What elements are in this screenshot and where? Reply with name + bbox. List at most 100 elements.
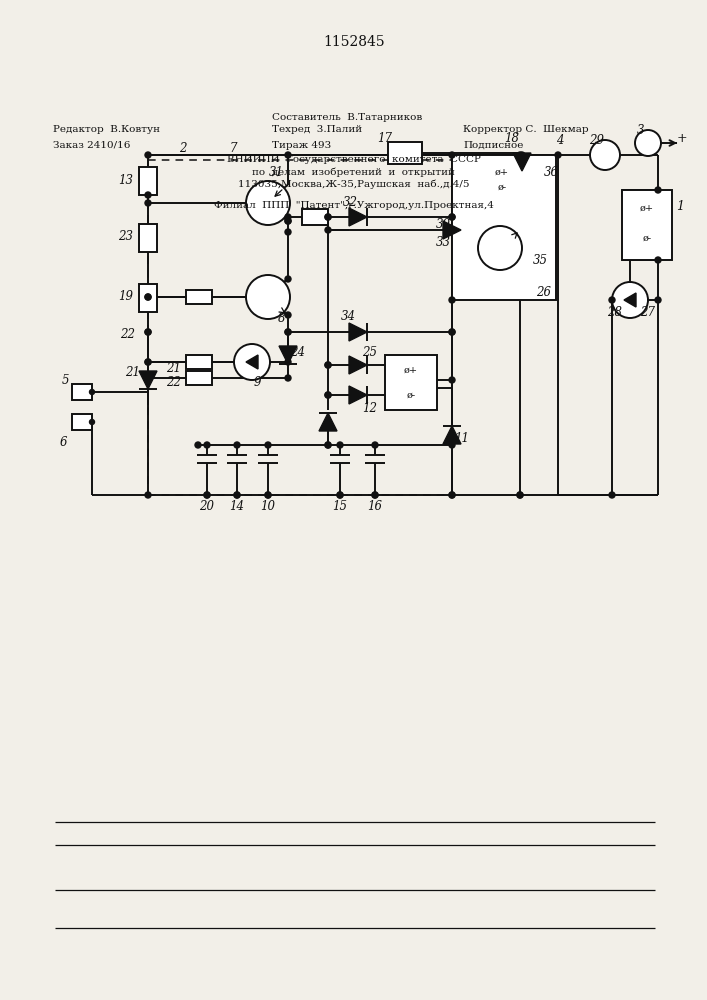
Text: 26: 26 bbox=[537, 286, 551, 298]
Text: 6: 6 bbox=[59, 436, 66, 450]
Circle shape bbox=[90, 420, 95, 424]
Bar bbox=[186, 355, 212, 369]
Text: 21: 21 bbox=[126, 365, 141, 378]
Circle shape bbox=[325, 227, 331, 233]
Circle shape bbox=[204, 492, 210, 498]
Circle shape bbox=[337, 492, 343, 498]
Text: ø-: ø- bbox=[498, 182, 506, 192]
Text: 29: 29 bbox=[590, 133, 604, 146]
Circle shape bbox=[612, 282, 648, 318]
Text: ø+: ø+ bbox=[404, 365, 418, 374]
Text: 4: 4 bbox=[556, 133, 563, 146]
Text: 5: 5 bbox=[62, 373, 69, 386]
Text: 34: 34 bbox=[341, 310, 356, 324]
Circle shape bbox=[325, 214, 331, 220]
Text: 16: 16 bbox=[368, 500, 382, 514]
Circle shape bbox=[517, 492, 523, 498]
Bar bbox=[452, 155, 556, 300]
Text: 3: 3 bbox=[637, 123, 645, 136]
Circle shape bbox=[246, 181, 290, 225]
Text: +: + bbox=[677, 131, 687, 144]
Text: 12: 12 bbox=[363, 401, 378, 414]
Circle shape bbox=[609, 297, 615, 303]
Circle shape bbox=[145, 192, 151, 198]
Circle shape bbox=[609, 492, 615, 498]
Circle shape bbox=[234, 344, 270, 380]
Circle shape bbox=[325, 214, 331, 220]
Text: 22: 22 bbox=[120, 328, 136, 342]
Circle shape bbox=[145, 329, 151, 335]
Circle shape bbox=[372, 492, 378, 498]
Circle shape bbox=[145, 359, 151, 365]
Circle shape bbox=[449, 329, 455, 335]
Polygon shape bbox=[443, 426, 461, 444]
Circle shape bbox=[145, 294, 151, 300]
Polygon shape bbox=[513, 153, 531, 171]
Circle shape bbox=[204, 492, 210, 498]
Text: 32: 32 bbox=[342, 196, 358, 210]
Polygon shape bbox=[349, 323, 367, 341]
Circle shape bbox=[449, 227, 455, 233]
Text: 14: 14 bbox=[230, 500, 245, 514]
Circle shape bbox=[590, 140, 620, 170]
Polygon shape bbox=[279, 346, 297, 364]
Circle shape bbox=[555, 152, 561, 158]
Text: Корректор С.  Шекмар: Корректор С. Шекмар bbox=[463, 125, 589, 134]
Circle shape bbox=[265, 492, 271, 498]
Text: 8: 8 bbox=[279, 312, 286, 324]
Text: 10: 10 bbox=[260, 500, 276, 514]
Circle shape bbox=[285, 329, 291, 335]
Circle shape bbox=[449, 377, 455, 383]
Circle shape bbox=[145, 294, 151, 300]
Text: Заказ 2410/16: Заказ 2410/16 bbox=[53, 140, 130, 149]
Circle shape bbox=[145, 492, 151, 498]
Bar bbox=[139, 167, 157, 195]
Text: 1: 1 bbox=[676, 200, 684, 214]
Text: Подписное: Подписное bbox=[463, 140, 523, 149]
Circle shape bbox=[285, 329, 291, 335]
Circle shape bbox=[325, 362, 331, 368]
Circle shape bbox=[655, 187, 661, 193]
Text: 23: 23 bbox=[119, 231, 134, 243]
Text: 21: 21 bbox=[167, 361, 182, 374]
Bar bbox=[388, 142, 422, 164]
Circle shape bbox=[449, 492, 455, 498]
Text: ø-: ø- bbox=[407, 390, 416, 399]
Circle shape bbox=[265, 492, 271, 498]
Text: 9: 9 bbox=[253, 375, 261, 388]
Circle shape bbox=[285, 152, 291, 158]
Circle shape bbox=[449, 152, 455, 158]
Circle shape bbox=[325, 442, 331, 448]
Circle shape bbox=[145, 329, 151, 335]
Text: 35: 35 bbox=[532, 253, 547, 266]
Polygon shape bbox=[319, 413, 337, 431]
Circle shape bbox=[145, 359, 151, 365]
Circle shape bbox=[325, 442, 331, 448]
Circle shape bbox=[145, 375, 151, 381]
Text: 31: 31 bbox=[269, 165, 284, 178]
Text: ВНИИПИ  Государственного  комитета  СССР: ВНИИПИ Государственного комитета СССР bbox=[226, 155, 481, 164]
Text: 2: 2 bbox=[180, 141, 187, 154]
Bar bbox=[186, 371, 212, 385]
Bar bbox=[139, 284, 157, 312]
Polygon shape bbox=[349, 208, 367, 226]
Circle shape bbox=[285, 218, 291, 224]
Circle shape bbox=[337, 442, 343, 448]
Circle shape bbox=[325, 392, 331, 398]
Circle shape bbox=[337, 492, 343, 498]
Bar bbox=[186, 290, 212, 304]
Circle shape bbox=[195, 442, 201, 448]
Circle shape bbox=[234, 492, 240, 498]
Circle shape bbox=[449, 442, 455, 448]
Circle shape bbox=[285, 375, 291, 381]
Polygon shape bbox=[139, 371, 157, 389]
Text: 30: 30 bbox=[436, 219, 450, 232]
Polygon shape bbox=[443, 221, 461, 239]
Text: 36: 36 bbox=[544, 165, 559, 178]
Circle shape bbox=[449, 329, 455, 335]
Circle shape bbox=[234, 492, 240, 498]
Text: ø+: ø+ bbox=[640, 204, 654, 213]
Text: 15: 15 bbox=[332, 500, 348, 514]
Text: 7: 7 bbox=[229, 141, 237, 154]
Polygon shape bbox=[349, 356, 367, 374]
